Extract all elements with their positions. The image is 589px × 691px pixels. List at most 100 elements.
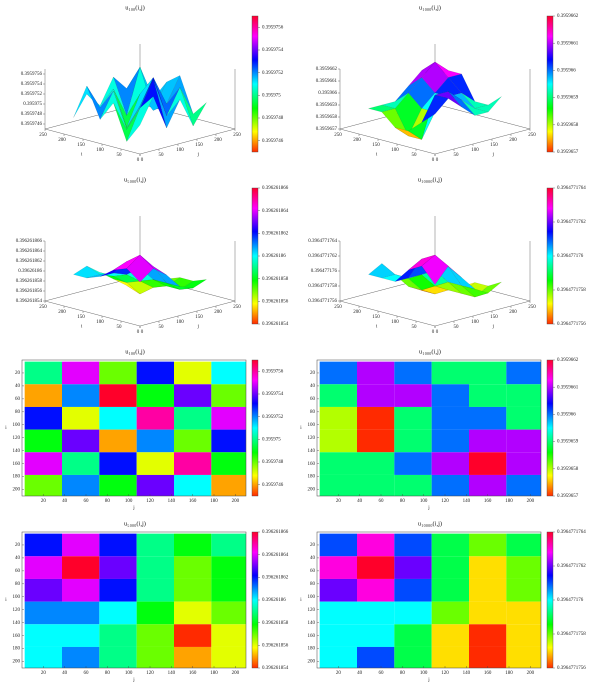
heatmap-cell — [211, 452, 246, 475]
heatmap-cell — [174, 601, 212, 625]
heatmap-cell — [431, 361, 469, 385]
surface-patch — [112, 274, 141, 283]
y-tick-label: 200 — [13, 488, 21, 493]
heatmap-cell — [24, 624, 63, 647]
x-tick-label: 160 — [189, 671, 197, 676]
heatmap-cell — [357, 429, 395, 453]
colorbar-tick-label: 0.3959657 — [557, 494, 579, 499]
heatmap-cell — [174, 474, 212, 496]
y-tick-label: 200 — [13, 660, 21, 665]
z-tick-label: 0.396261862 — [16, 259, 43, 264]
heatmap-cell — [357, 556, 395, 579]
x-axis-label: j — [492, 324, 494, 329]
x-tick-label: 180 — [505, 499, 513, 504]
colorbar — [546, 359, 554, 497]
y-tick-label: 200 — [353, 138, 361, 143]
y-tick-label: 60 — [310, 397, 316, 402]
heatmap-cell — [431, 384, 469, 407]
x-tick-label: 100 — [176, 320, 184, 325]
heatmap-cell — [506, 533, 541, 557]
heatmap-cell — [431, 624, 469, 647]
colorbar-tick-label: 0.3959754 — [262, 48, 284, 53]
heatmap-cell — [136, 578, 174, 602]
heatmap-cell — [136, 624, 174, 647]
colorbar-tick-label: 0.3964771762 — [557, 564, 586, 569]
box-edge — [434, 128, 531, 155]
heatmap-cell — [211, 556, 246, 579]
y-tick-label: 100 — [13, 595, 21, 600]
heatmap-cell — [506, 429, 541, 453]
y-tick-label: 250 — [334, 305, 342, 310]
heatmap-cell — [319, 646, 357, 668]
y-tick-label: 40 — [15, 384, 21, 389]
z-tick-label: 0.3959754 — [21, 82, 43, 87]
x-tick-label: 40 — [62, 671, 68, 676]
heatmap-cell — [62, 624, 100, 647]
colorbar-tick-label: 0.3964771762 — [557, 220, 586, 225]
x-tick-label: 200 — [527, 499, 535, 504]
heatmap-cell — [211, 533, 246, 557]
heatmap-cell — [99, 624, 137, 647]
surface-patch — [113, 102, 141, 142]
x-tick-label: 160 — [484, 499, 492, 504]
z-tick-label: 0.3964771756 — [308, 299, 337, 304]
z-tick-label: 0.396261864 — [16, 249, 43, 254]
y-tick-label: 140 — [13, 621, 21, 626]
heatmap-cell — [506, 624, 541, 647]
heatmap-cell — [174, 384, 212, 407]
z-tick-label: 0.3959756 — [21, 72, 43, 77]
heatmap-cell — [394, 646, 432, 668]
box-edge — [339, 128, 436, 155]
heatmap-cell — [211, 646, 246, 668]
x-tick-label: 60 — [379, 671, 385, 676]
x-axis-label: j — [427, 506, 429, 511]
colorbar — [546, 15, 554, 153]
heatmap-cell — [24, 646, 63, 668]
colorbar-tick-label: 0.3964771764 — [557, 530, 586, 535]
heatmap-cell — [469, 361, 507, 385]
heatmap-cell — [62, 406, 100, 430]
y-tick-label: 60 — [310, 569, 316, 574]
heatmap-cell — [394, 556, 432, 579]
heatmap-cell — [431, 533, 469, 557]
z-tick-label: 0.395975 — [23, 102, 42, 107]
y-axis-label: i — [300, 598, 302, 603]
x-tick-label: 200 — [509, 310, 517, 315]
heatmap-cell — [211, 474, 246, 496]
heatmap-cell — [211, 624, 246, 647]
y-tick-label: 40 — [310, 556, 316, 561]
y-tick-label: 120 — [308, 436, 316, 441]
heatmap-cell — [431, 429, 469, 453]
y-tick-label: 20 — [15, 543, 21, 548]
z-tick-label: 0.3959657 — [316, 127, 338, 132]
heatmap-cell — [174, 452, 212, 475]
heatmap-cell — [506, 361, 541, 385]
y-tick-label: 150 — [372, 143, 380, 148]
colorbar-tick-label: 0.3959752 — [262, 415, 284, 420]
heatmap-cell — [99, 556, 137, 579]
surface-patch — [139, 79, 167, 129]
heatmap-cell — [24, 452, 63, 475]
heatmap-cell — [136, 646, 174, 668]
heatmap-cell — [431, 406, 469, 430]
heatmap-cell — [24, 429, 63, 453]
y-tick-label: 50 — [412, 153, 418, 158]
heatmap-cell — [357, 474, 395, 496]
box-edge — [139, 300, 236, 327]
x-axis-label: j — [427, 678, 429, 683]
y-tick-label: 250 — [39, 305, 47, 310]
y-tick-label: 100 — [308, 595, 316, 600]
y-tick-label: 200 — [58, 138, 66, 143]
x-tick-label: 160 — [189, 499, 197, 504]
z-tick-label: 0.396261858 — [16, 279, 43, 284]
surface-patch — [367, 104, 396, 113]
colorbar-tick-label: 0.3959661 — [557, 385, 579, 390]
x-tick-label: 200 — [509, 138, 517, 143]
heatmap-cell — [174, 533, 212, 557]
y-tick-label: 0 — [137, 330, 140, 335]
z-tick-label: 0.39626186 — [18, 269, 42, 274]
heatmap-cell — [62, 452, 100, 475]
heatmap-cell — [319, 452, 357, 475]
heatmap-cell — [24, 361, 63, 385]
box-edge — [44, 300, 141, 327]
